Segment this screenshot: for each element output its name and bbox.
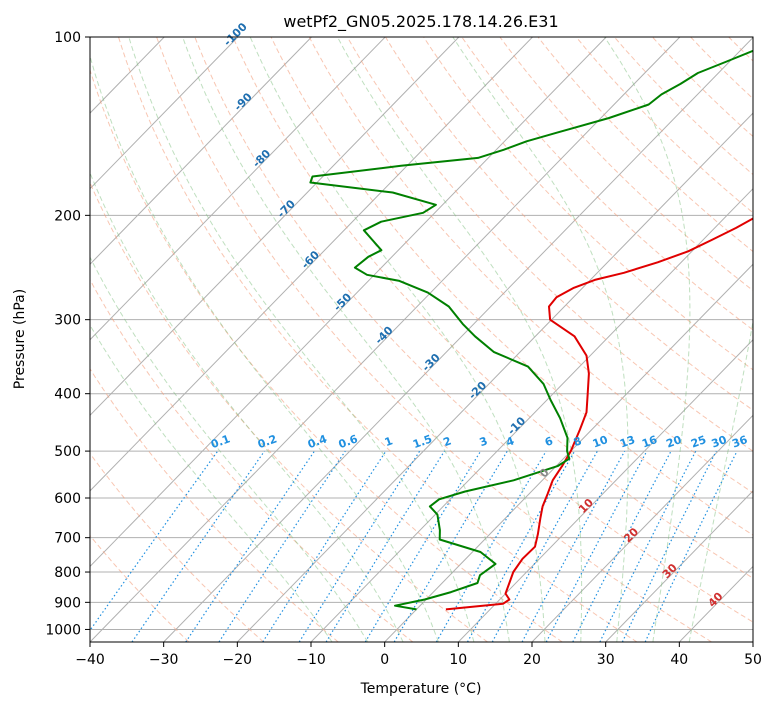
mixing-ratio-line <box>131 450 265 642</box>
mixing-ratio-line <box>599 450 697 642</box>
plot-background <box>90 37 753 642</box>
series-layer <box>309 49 753 611</box>
mixing-ratio-label: 0.6 <box>337 432 360 451</box>
y-tick-label: 300 <box>54 313 81 329</box>
chart-title: wetPf2_GN05.2025.178.14.26.E31 <box>283 12 558 32</box>
mixing-ratio-label: 10 <box>591 433 610 451</box>
isotherm-line <box>236 112 753 642</box>
mixing-ratio-line <box>621 450 717 642</box>
mixing-ratio-line <box>90 450 219 632</box>
mixing-ratio-line <box>218 450 346 642</box>
y-tick-label: 1000 <box>45 622 81 638</box>
mixing-ratio-line <box>521 450 626 642</box>
mixing-ratio-label: 16 <box>640 433 659 451</box>
mixing-ratio-line <box>466 450 576 642</box>
y-tick-label: 600 <box>54 491 81 507</box>
moist-adiabat-line <box>688 318 753 642</box>
x-tick-label: −20 <box>223 652 253 668</box>
dry-adiabat-line <box>499 37 753 292</box>
moist-adiabat-line <box>604 37 691 642</box>
dry-adiabat-line <box>118 37 638 642</box>
isotherm-line <box>90 37 681 642</box>
dry-adiabat-line <box>308 37 753 494</box>
isotherm-line <box>531 414 753 642</box>
isotherm-line <box>90 37 460 417</box>
dry-adiabat-line <box>423 37 753 371</box>
mixing-ratio-label: 25 <box>689 433 708 450</box>
isotherm-line <box>605 490 753 642</box>
y-axis-label: Pressure (hPa) <box>12 289 28 389</box>
x-axis: −40 −30 −20 −10 0 10 20 30 40 50 <box>75 642 762 668</box>
isotherm-line <box>457 339 753 642</box>
mixing-ratio-line <box>298 450 421 642</box>
dry-adiabat-line <box>90 278 414 642</box>
y-tick-label: 900 <box>54 595 81 611</box>
x-axis-label: Temperature (°C) <box>360 681 482 697</box>
mixing-ratio-label: 8 <box>572 434 584 449</box>
y-tick-label: 700 <box>54 531 81 547</box>
mixing-ratio-label: 0.4 <box>306 432 329 451</box>
y-tick-label: 800 <box>54 565 81 581</box>
y-axis: 100 200 300 400 500 600 700 800 900 1000 <box>45 30 90 638</box>
dry-adiabat-line <box>194 37 753 623</box>
x-tick-label: −30 <box>149 652 179 668</box>
mixing-ratio-line <box>491 450 598 642</box>
mixing-ratio-label: 0.1 <box>209 432 232 451</box>
mixing-ratio-label: 36 <box>730 433 749 451</box>
moist-adiabat-line <box>90 54 439 642</box>
x-tick-label: −10 <box>296 652 326 668</box>
dewpoint-line <box>309 49 753 611</box>
mixing-ratio-line <box>325 450 446 642</box>
temperature-line <box>445 217 753 611</box>
dry-adiabat-line <box>90 534 190 642</box>
mixing-ratio-label: 30 <box>710 433 729 451</box>
dry-adiabat-line <box>232 37 753 579</box>
mixing-ratio-label: 1 <box>383 434 395 449</box>
mixing-ratio-label: 2 <box>441 434 453 449</box>
mixing-ratio-label: 13 <box>618 433 637 450</box>
plot-frame <box>89 36 754 643</box>
y-tick-label: 200 <box>54 208 81 224</box>
mixing-ratio-line <box>262 450 387 642</box>
x-tick-label: 40 <box>670 652 688 668</box>
moist-adiabat-line <box>452 37 629 642</box>
moist-adiabat-line <box>90 324 333 642</box>
x-tick-label: 10 <box>449 652 467 668</box>
x-tick-label: 20 <box>523 652 541 668</box>
y-tick-label: 400 <box>54 387 81 403</box>
isotherm-line <box>384 263 753 642</box>
moist-adiabat-line <box>182 37 510 642</box>
isotherm-line <box>90 37 239 190</box>
mixing-ratio-label: 20 <box>664 433 683 451</box>
dry-adiabat-line <box>156 37 712 642</box>
isotherm-line <box>163 37 753 642</box>
x-tick-label: 50 <box>744 652 762 668</box>
dry-adiabat-line <box>90 68 563 642</box>
dry-adiabat-line <box>90 181 488 642</box>
dry-adiabat-line <box>270 37 753 536</box>
moist-adiabat-line <box>90 256 369 642</box>
moist-adiabat-line <box>249 37 546 642</box>
mixing-ratio-label: 4 <box>504 434 516 449</box>
y-tick-label: 500 <box>54 444 81 460</box>
x-tick-label: 0 <box>380 652 389 668</box>
moist-adiabat-line <box>90 171 404 642</box>
isotherm-line <box>90 37 533 492</box>
mixing-ratio-label: 0.2 <box>256 432 279 451</box>
y-tick-label: 100 <box>54 30 81 46</box>
x-tick-label: −40 <box>75 652 105 668</box>
mixing-ratio-label: 6 <box>543 434 555 449</box>
dry-adiabat-line <box>90 367 339 642</box>
mixing-ratio-line <box>185 450 315 642</box>
isotherm-line <box>90 37 312 265</box>
isotherm-line <box>90 37 607 568</box>
mixing-ratio-label: 3 <box>478 434 490 449</box>
x-tick-label: 30 <box>597 652 615 668</box>
moist-adiabat-line <box>128 37 475 642</box>
mixing-ratio-label: 1.5 <box>411 432 434 451</box>
